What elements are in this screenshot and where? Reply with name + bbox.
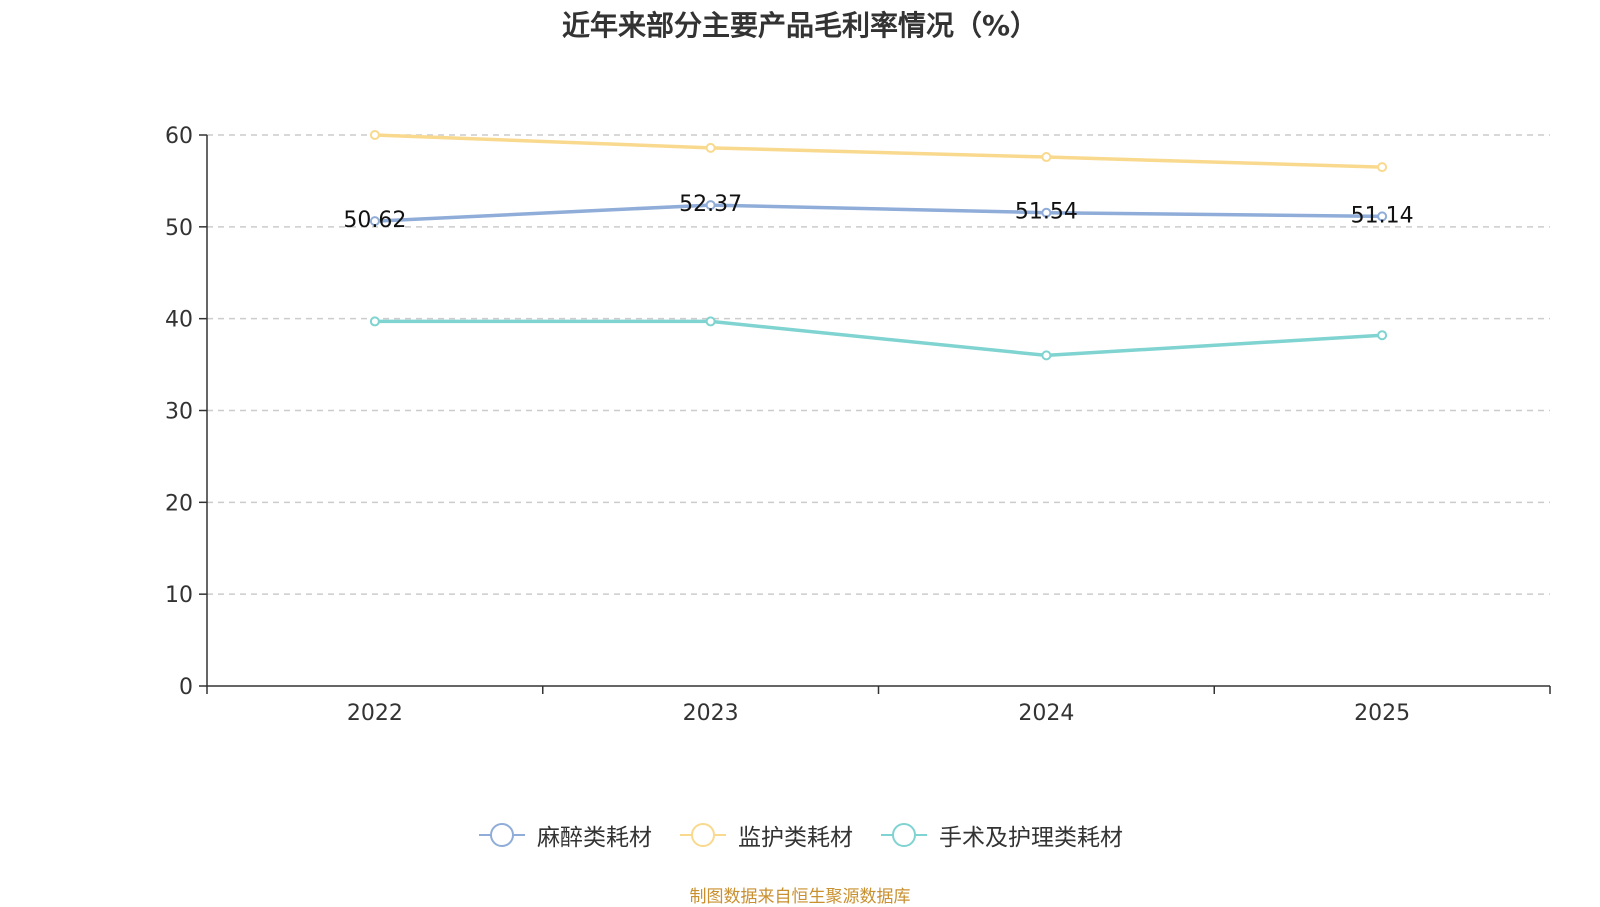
legend-marker-monitoring [680,823,726,847]
data-point-2-2022 [369,316,380,327]
y-tick-label-60: 60 [165,124,193,149]
legend-item-monitoring[interactable]: 监护类耗材 [678,818,853,852]
data-label-0-2023: 52.37 [679,192,742,217]
data-point-0-2025 [1377,211,1388,222]
y-tick-label-20: 20 [165,491,193,516]
y-tick-label-40: 40 [165,308,193,333]
legend: 麻醉类耗材 监护类耗材 手术及护理类耗材 [0,818,1600,852]
data-point-2-2024 [1041,350,1052,361]
data-point-1-2025 [1377,162,1388,173]
x-tick-label-2024: 2024 [1018,701,1074,726]
x-tick-label-2025: 2025 [1354,701,1410,726]
data-point-0-2023 [705,200,716,211]
legend-label-monitoring: 监护类耗材 [738,825,853,851]
series-line-2 [374,319,1383,358]
legend-label-surgical: 手术及护理类耗材 [939,825,1123,851]
y-tick-label-30: 30 [165,400,193,425]
data-point-1-2024 [1041,152,1052,163]
x-tick-label-2023: 2023 [683,701,739,726]
line-chart: 0 10 20 30 40 50 60 2022 2023 2024 2025 50.62 52.37 5… [165,124,1551,726]
legend-item-anesthesia[interactable]: 麻醉类耗材 [477,818,652,852]
chart-title: 近年来部分主要产品毛利率情况（%） [561,9,1039,42]
data-point-1-2023 [705,142,716,153]
data-label-0-2025: 51.14 [1351,203,1414,228]
series-line-1 [374,133,1383,169]
y-tick-label-0: 0 [179,675,193,700]
data-source-note: 制图数据来自恒生聚源数据库 [689,887,911,907]
data-point-0-2022 [369,216,380,227]
x-tick-label-2022: 2022 [347,701,403,726]
legend-marker-anesthesia [479,823,525,847]
series-line-0 [374,203,1383,223]
data-point-1-2022 [369,130,380,140]
y-tick-label-50: 50 [165,216,193,241]
data-point-2-2025 [1377,330,1388,341]
data-label-0-2024: 51.54 [1015,200,1078,225]
data-label-0-2022: 50.62 [343,208,406,233]
legend-marker-surgical [881,823,927,847]
y-tick-label-10: 10 [165,583,193,608]
data-point-2-2023 [705,316,716,327]
legend-label-anesthesia: 麻醉类耗材 [537,825,652,851]
data-point-0-2024 [1041,207,1052,218]
legend-item-surgical[interactable]: 手术及护理类耗材 [879,818,1123,852]
